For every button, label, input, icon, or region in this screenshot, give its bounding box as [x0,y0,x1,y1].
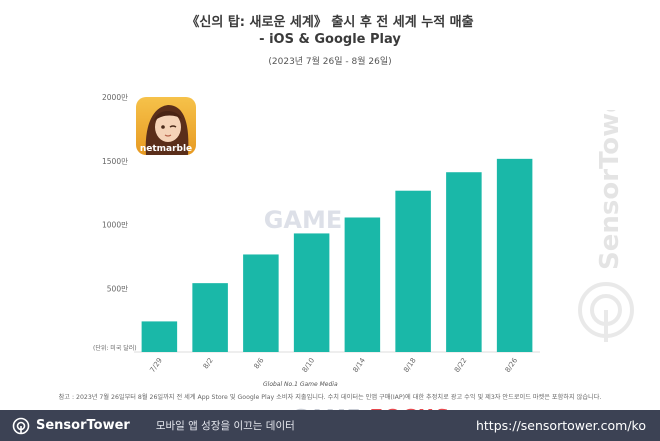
chart-title: 《신의 탑: 새로운 세계》 출시 후 전 세계 누적 매출 [186,15,474,30]
sensortower-watermark-text: SensorTower [595,110,625,270]
sensortower-watermark: SensorTower [578,110,634,342]
x-tick-label: 8/22 [453,357,469,374]
y-tick-label: 1000만 [102,221,128,230]
footer-url[interactable]: https://sensortower.com/ko [475,418,646,433]
bar [293,233,330,352]
sensortower-logo-icon [12,417,30,434]
x-tick-label: 7/29 [148,357,164,374]
gamefocus-tagline: Global No.1 Game Media [263,381,338,388]
chart-title-line2: - iOS & Google Play [259,32,401,47]
x-tick-label: 8/10 [301,357,317,374]
bar [344,217,381,352]
bar-chart: 500만 1000만 1500만 2000만 7/29 8/2 8/6 8/10 8/14 8/1… [102,93,540,374]
chart-subtitle: (2023년 7월 26일 - 8월 26일) [268,57,392,67]
y-tick-label: 500만 [107,284,128,293]
bar [395,190,431,352]
gamefocus-watermark: GAME [264,206,343,234]
x-tick-label: 8/18 [402,357,418,374]
bar [243,254,279,352]
footnote: 참고 : 2023년 7월 26일부터 8월 26일까지 전 세계 App St… [58,394,602,401]
footer-slogan: 모바일 앱 성장을 이끄는 데이터 [155,420,295,432]
y-tick-label: 2000만 [102,93,128,102]
bar [446,172,482,352]
gamefocus-watermark-text: GAME [264,206,343,234]
x-tick-label: 8/26 [504,356,520,374]
bar [496,158,533,352]
footer-bar: SensorTower 모바일 앱 성장을 이끄는 데이터 https://se… [0,410,660,441]
x-tick-label: 8/6 [252,356,265,370]
bar [141,321,178,352]
x-tick-label: 8/2 [202,357,215,371]
y-tick-label: 1500만 [102,157,128,166]
bar [192,283,228,352]
sensortower-logo[interactable]: SensorTower [12,417,130,435]
app-icon-brand: netmarble [140,144,192,154]
footer-brand: SensorTower [36,418,130,433]
app-icon: netmarble [136,97,196,155]
unit-note: (단위: 미국 달러) [93,345,137,352]
x-tick-label: 8/14 [351,356,367,374]
